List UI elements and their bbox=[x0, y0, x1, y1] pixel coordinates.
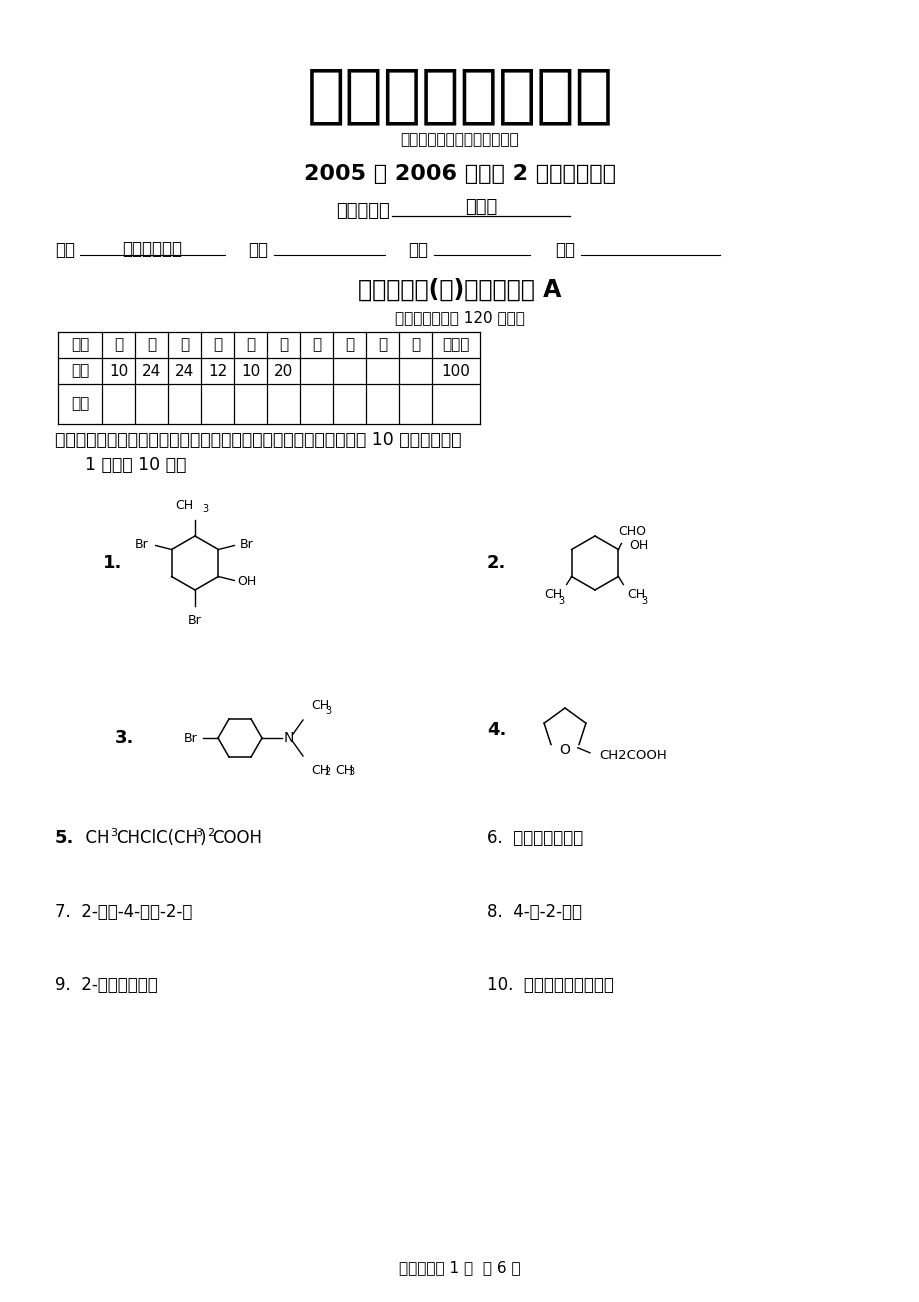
Text: 24: 24 bbox=[142, 363, 161, 379]
Text: CHO: CHO bbox=[618, 525, 646, 538]
Text: 5.: 5. bbox=[55, 829, 74, 848]
Text: 3: 3 bbox=[558, 596, 564, 607]
Text: CH: CH bbox=[311, 764, 329, 777]
Text: CH: CH bbox=[75, 829, 109, 848]
Text: 四: 四 bbox=[212, 337, 221, 353]
Text: 八: 八 bbox=[345, 337, 354, 353]
Text: 3: 3 bbox=[324, 706, 331, 716]
Text: OH: OH bbox=[628, 539, 647, 552]
Text: Br: Br bbox=[239, 538, 253, 551]
Text: 10.  氯化间异丙基重氮苯: 10. 氯化间异丙基重氮苯 bbox=[486, 976, 613, 993]
Text: 3: 3 bbox=[195, 828, 202, 838]
Text: 一、用系统命名法命名下列化合物或根据名称写出结构式。（本题共 10 小题，每小题: 一、用系统命名法命名下列化合物或根据名称写出结构式。（本题共 10 小题，每小题 bbox=[55, 431, 461, 449]
Text: 二: 二 bbox=[147, 337, 156, 353]
Text: 4.: 4. bbox=[486, 721, 505, 740]
Text: 12: 12 bbox=[208, 363, 227, 379]
Text: 六: 六 bbox=[278, 337, 288, 353]
Text: 9.  2-环丙基丙酰氯: 9. 2-环丙基丙酰氯 bbox=[55, 976, 157, 993]
Text: 化学化工学院: 化学化工学院 bbox=[122, 240, 182, 258]
Text: 姓名: 姓名 bbox=[407, 241, 427, 259]
Text: 2: 2 bbox=[323, 767, 330, 777]
Text: 九: 九 bbox=[378, 337, 387, 353]
Text: 任新锋: 任新锋 bbox=[464, 198, 496, 216]
Text: COOH: COOH bbox=[211, 829, 262, 848]
Text: 100: 100 bbox=[441, 363, 470, 379]
Text: Br: Br bbox=[134, 538, 148, 551]
Text: 一: 一 bbox=[114, 337, 123, 353]
Text: 1.: 1. bbox=[103, 553, 122, 572]
Text: 《有机化学(二)》课程试卷 A: 《有机化学(二)》课程试卷 A bbox=[357, 279, 562, 302]
Text: O: O bbox=[559, 743, 570, 756]
Text: 10: 10 bbox=[241, 363, 260, 379]
Text: 3: 3 bbox=[641, 596, 647, 607]
Text: N: N bbox=[283, 730, 294, 745]
Text: 考试试卷第 1 页  共 6 页: 考试试卷第 1 页 共 6 页 bbox=[399, 1260, 520, 1276]
Text: 上海工程技术大学: 上海工程技术大学 bbox=[306, 64, 613, 126]
Text: 3: 3 bbox=[347, 767, 354, 777]
Text: （本卷考试时间 120 分钟）: （本卷考试时间 120 分钟） bbox=[394, 310, 525, 326]
Text: 2005 ～ 2006 学年第 2 学期考试试卷: 2005 ～ 2006 学年第 2 学期考试试卷 bbox=[303, 164, 616, 184]
Text: 十: 十 bbox=[411, 337, 420, 353]
Text: 6.  烯丙基乙烯基醚: 6. 烯丙基乙烯基醚 bbox=[486, 829, 583, 848]
Text: CH: CH bbox=[311, 699, 329, 712]
Text: OH: OH bbox=[236, 575, 255, 589]
Text: 三: 三 bbox=[180, 337, 189, 353]
Text: 学号: 学号 bbox=[554, 241, 574, 259]
Text: 题号: 题号 bbox=[71, 337, 89, 353]
Text: 3.: 3. bbox=[115, 729, 134, 747]
Text: CH: CH bbox=[544, 589, 562, 602]
Text: 班级: 班级 bbox=[248, 241, 267, 259]
Text: 主考教师：: 主考教师： bbox=[335, 202, 390, 220]
Text: 学院: 学院 bbox=[55, 241, 75, 259]
Text: 3: 3 bbox=[202, 504, 208, 514]
Text: 2: 2 bbox=[207, 828, 214, 838]
Text: ): ) bbox=[199, 829, 206, 848]
Text: 20: 20 bbox=[274, 363, 293, 379]
Text: 七: 七 bbox=[312, 337, 321, 353]
Text: CH2COOH: CH2COOH bbox=[598, 749, 666, 762]
Text: CH: CH bbox=[175, 499, 193, 512]
Text: 题分: 题分 bbox=[71, 363, 89, 379]
Text: （勤奋、求是、创新、奉献）: （勤奋、求是、创新、奉献） bbox=[401, 133, 518, 147]
Text: 8.  4-溴-2-戊酮: 8. 4-溴-2-戊酮 bbox=[486, 904, 582, 921]
Text: CH: CH bbox=[627, 589, 645, 602]
Text: CH: CH bbox=[335, 764, 353, 777]
Text: Br: Br bbox=[184, 732, 198, 745]
Text: CHClC(CH: CHClC(CH bbox=[116, 829, 198, 848]
Text: 五: 五 bbox=[245, 337, 255, 353]
Text: Br: Br bbox=[187, 615, 201, 628]
Text: 1 分，共 10 分）: 1 分，共 10 分） bbox=[85, 456, 187, 474]
Text: 24: 24 bbox=[175, 363, 194, 379]
Text: 总得分: 总得分 bbox=[442, 337, 470, 353]
Text: 得分: 得分 bbox=[71, 397, 89, 411]
Text: 3: 3 bbox=[110, 828, 117, 838]
Text: 2.: 2. bbox=[486, 553, 505, 572]
Text: 7.  2-甲基-4-戊烯-2-醇: 7. 2-甲基-4-戊烯-2-醇 bbox=[55, 904, 192, 921]
Text: 10: 10 bbox=[108, 363, 128, 379]
